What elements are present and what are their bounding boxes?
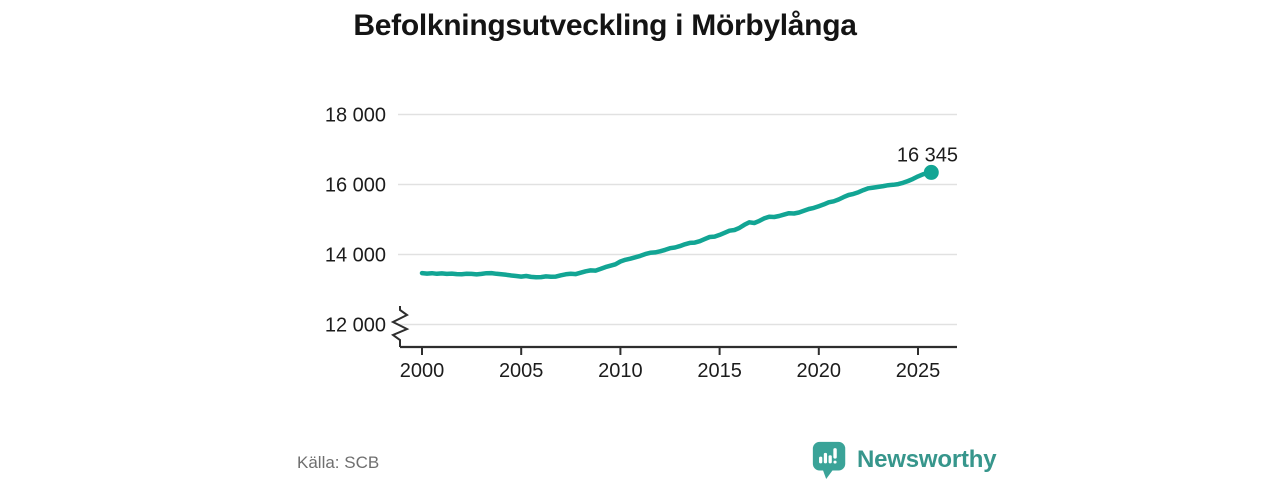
x-tick-label: 2005 [499, 360, 544, 382]
x-tick-label: 2015 [697, 360, 742, 382]
y-tick-label: 14 000 [325, 245, 386, 267]
x-tick-label: 2010 [598, 360, 643, 382]
x-tick-label: 2020 [797, 360, 842, 382]
newsworthy-logo-text: Newsworthy [857, 446, 997, 473]
y-tick-label: 18 000 [325, 105, 386, 127]
series-line [419, 170, 934, 280]
y-tick-label: 16 000 [325, 175, 386, 197]
source-caption: Källa: SCB [297, 453, 380, 472]
y-tick-label: 12 000 [325, 315, 386, 337]
x-tick-label: 2025 [896, 360, 941, 382]
x-tick-label: 2000 [400, 360, 445, 382]
end-value-label: 16 345 [897, 144, 958, 166]
newsworthy-logo[interactable]: Newsworthy [810, 440, 997, 480]
axis-break-icon [390, 306, 410, 347]
newsworthy-bubble-chart-icon [812, 441, 846, 480]
chart-title: Befolkningsutveckling i Mörbylånga [353, 9, 857, 42]
end-point-dot [923, 164, 939, 180]
